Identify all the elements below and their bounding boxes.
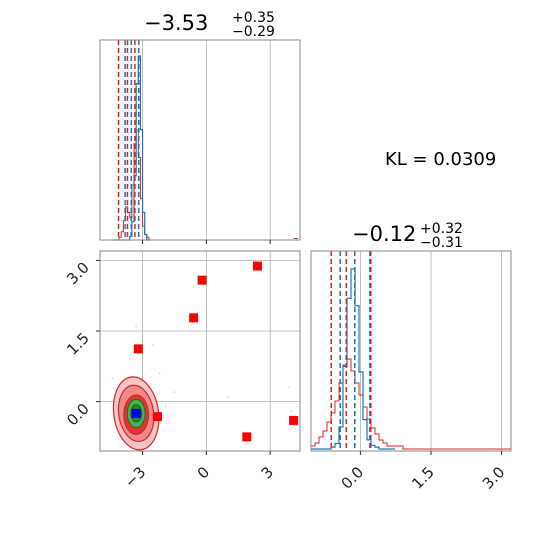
sample-marker bbox=[189, 313, 199, 323]
background-point bbox=[111, 377, 114, 380]
blue-histogram-param2 bbox=[311, 268, 395, 450]
panel-frame bbox=[310, 250, 512, 452]
x-tick-label-param2: 3.0 bbox=[479, 463, 509, 493]
background-point bbox=[164, 405, 167, 408]
x-tick-label: −3 bbox=[121, 463, 149, 491]
panel-frame bbox=[99, 250, 301, 452]
background-point bbox=[152, 344, 155, 347]
x-tick-label: 0 bbox=[194, 463, 213, 482]
background-point bbox=[226, 395, 229, 398]
background-point bbox=[173, 391, 176, 394]
sample-marker bbox=[252, 261, 262, 271]
sample-marker bbox=[133, 344, 143, 354]
y-tick-label: 0.0 bbox=[63, 400, 93, 430]
red-histogram-param2 bbox=[310, 358, 511, 450]
sample-marker bbox=[152, 412, 162, 422]
background-point bbox=[158, 372, 161, 375]
title-param1-upper: +0.35 bbox=[232, 10, 275, 26]
y-tick-label: 3.0 bbox=[63, 259, 93, 289]
background-point bbox=[290, 410, 293, 412]
background-point bbox=[128, 358, 131, 361]
sample-marker bbox=[289, 415, 299, 425]
x-tick-label-param2: 0.0 bbox=[338, 463, 368, 493]
panel-frame bbox=[99, 39, 301, 241]
background-point bbox=[135, 325, 138, 328]
title-param1-lower: −0.29 bbox=[232, 24, 275, 40]
panel-hist-param2: 0.0 1.5 3.0 bbox=[310, 250, 512, 493]
title-param2-upper: +0.32 bbox=[420, 221, 463, 237]
panel-2d: −3 0 3 0.0 1.5 3.0 bbox=[63, 250, 301, 491]
background-point bbox=[141, 334, 144, 337]
panel-2d-content bbox=[111, 261, 299, 451]
title-param2-lower: −0.31 bbox=[420, 235, 463, 251]
sample-marker bbox=[197, 275, 207, 285]
y-tick-label: 1.5 bbox=[63, 329, 93, 359]
background-point bbox=[288, 386, 291, 389]
truth-marker bbox=[131, 408, 141, 418]
sample-marker bbox=[242, 432, 252, 442]
title-param2-value: −0.12 bbox=[352, 222, 416, 246]
title-param1-value: −3.53 bbox=[144, 11, 208, 35]
kl-annotation: KL = 0.0309 bbox=[385, 149, 496, 170]
panel-hist-param1 bbox=[99, 39, 301, 244]
x-tick-label: 3 bbox=[258, 463, 277, 482]
x-tick-label-param2: 1.5 bbox=[408, 463, 438, 493]
